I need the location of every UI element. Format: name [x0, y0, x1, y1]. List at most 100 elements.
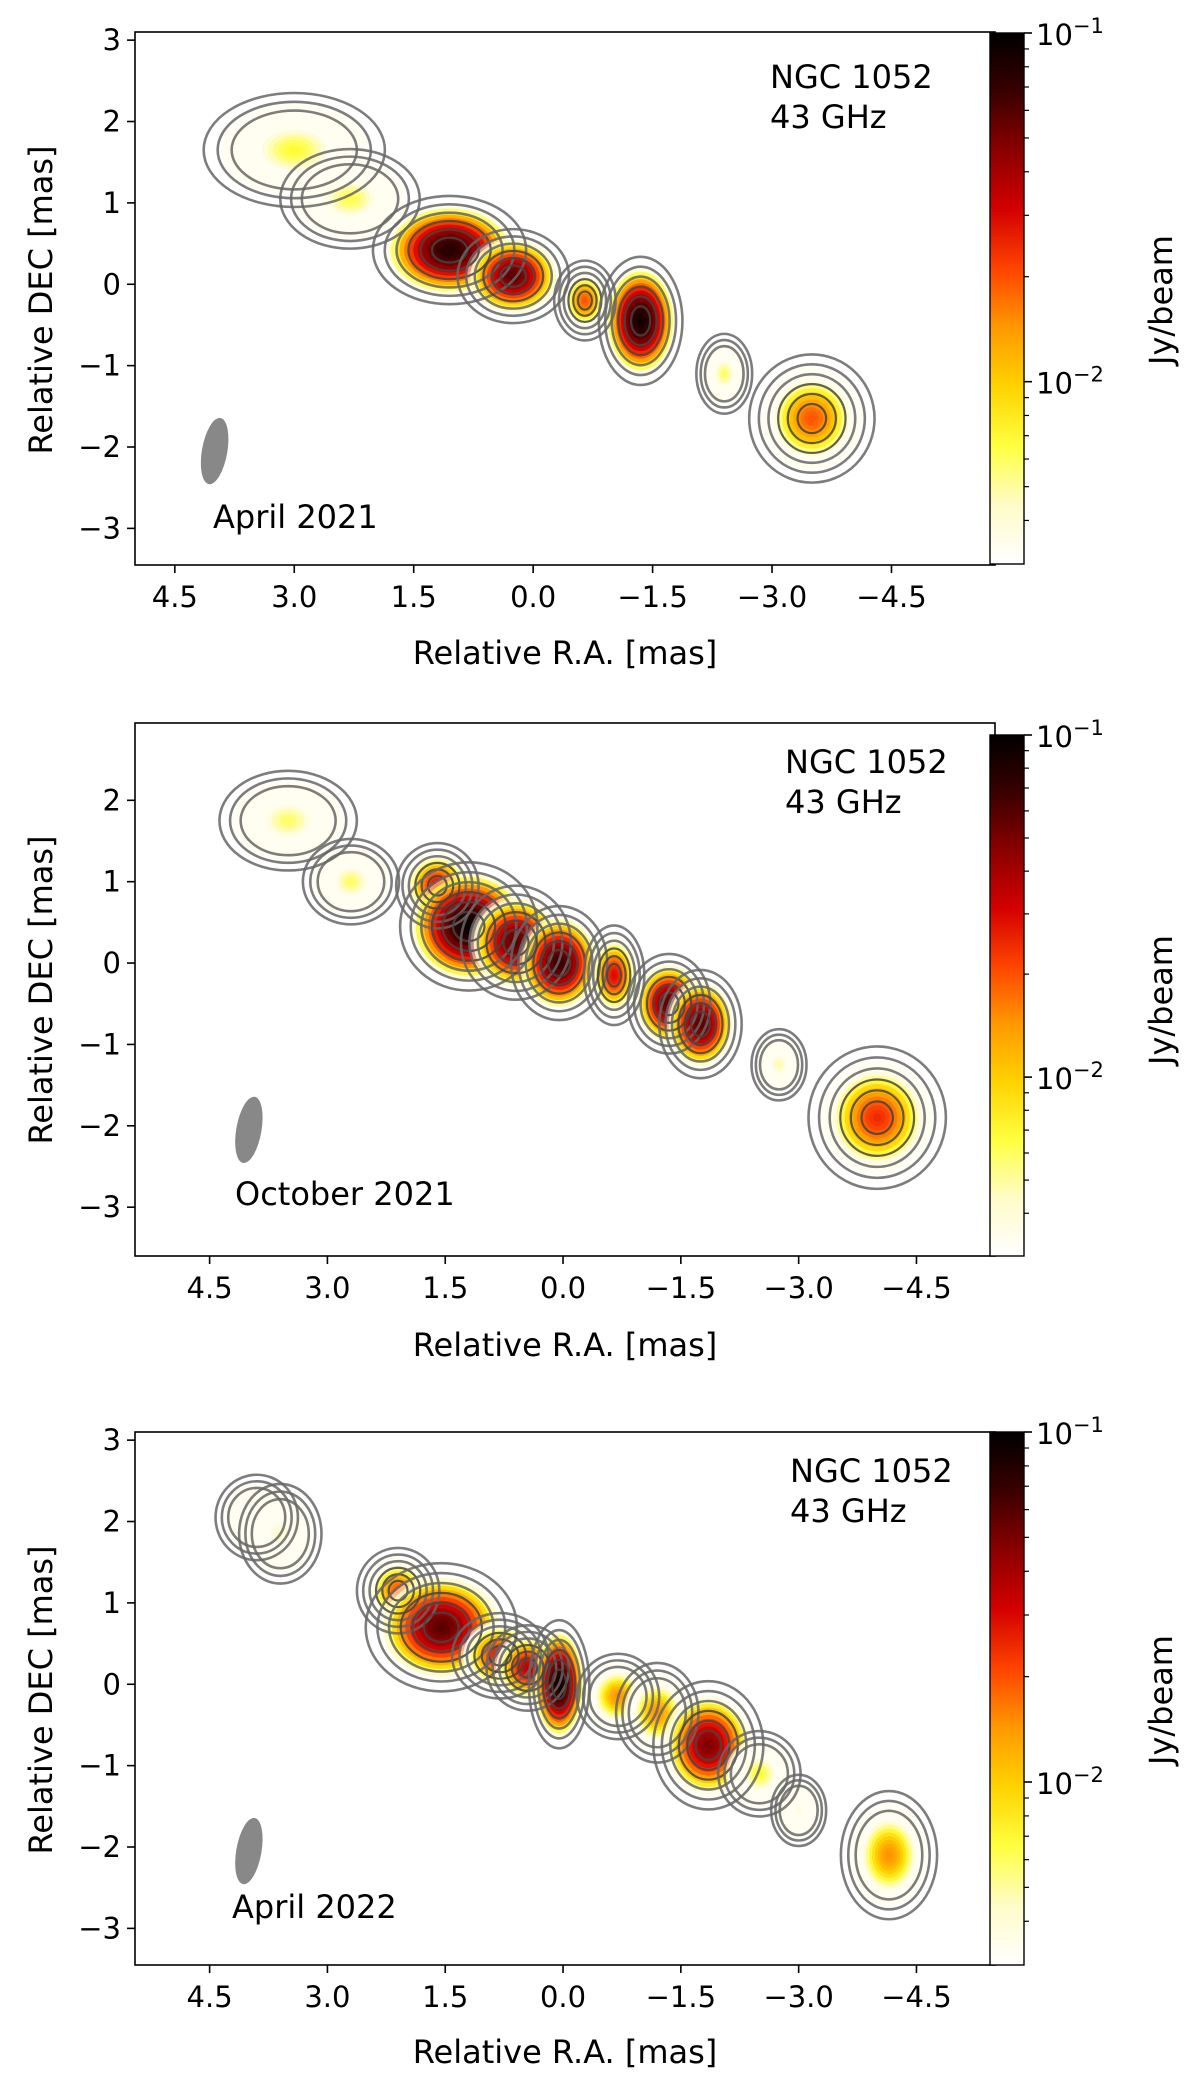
contour-line	[677, 993, 724, 1055]
x-axis-label-1: Relative R.A. [mas]	[413, 634, 718, 672]
contour-line	[839, 1078, 916, 1157]
colorbar-tick-exponent: −2	[1073, 1763, 1104, 1787]
contour-line	[409, 870, 529, 982]
contour-line	[371, 194, 528, 306]
component-3-12	[775, 1780, 822, 1840]
component-layer	[705, 1741, 712, 1750]
contours-2-10	[750, 1027, 808, 1102]
contour-line	[627, 1676, 688, 1749]
colorbar-tick-label: 10−1	[1036, 1413, 1104, 1451]
source-label-1: NGC 1052	[770, 58, 933, 96]
contour-line	[623, 295, 658, 347]
x-tick-label: −1.5	[646, 1980, 716, 2014]
colorbar-tick-label: 10−1	[1036, 14, 1104, 52]
contour-line	[493, 919, 539, 966]
contour-line	[499, 264, 528, 288]
contour-line	[796, 402, 828, 435]
colorbar-ticks-2: 10−1 10−2	[1024, 716, 1104, 1214]
contour-line	[237, 1482, 323, 1585]
component-3-13	[849, 1802, 929, 1909]
contour-line	[562, 271, 608, 330]
contour-line	[626, 952, 712, 1055]
contour-line	[758, 1038, 800, 1091]
x-tick-label: −3.0	[737, 580, 807, 614]
contour-line	[610, 275, 671, 367]
contours-2-11	[807, 1045, 948, 1191]
contour-line	[509, 904, 609, 1022]
y-axis-label-3: Relative DEC [mas]	[22, 1545, 60, 1854]
contour-line	[502, 928, 530, 957]
contours-2-1	[218, 769, 359, 872]
colorbar-tick-label: 10−2	[1036, 1058, 1104, 1096]
contours-1-4	[456, 227, 571, 325]
contour-line	[536, 1638, 582, 1730]
image-layer-1	[219, 102, 864, 472]
component-2-11	[820, 1058, 935, 1177]
colorbar-tick-base: 10	[1036, 367, 1073, 401]
contour-layer-2	[218, 769, 948, 1191]
x-tick-label: 1.5	[422, 1271, 468, 1305]
contour-line	[422, 1611, 460, 1643]
component-layer	[722, 371, 726, 377]
component-1-7	[701, 340, 748, 407]
y-tick-label: 1	[103, 865, 121, 899]
y-tick-label: 3	[103, 23, 121, 57]
contour-line	[394, 841, 480, 930]
contours-3-7	[527, 1618, 591, 1750]
contour-line	[300, 163, 400, 235]
contours-3-2	[237, 1482, 323, 1585]
colorbar-2	[989, 734, 1025, 1257]
x-tick-label: 1.5	[422, 1980, 468, 2014]
contour-line	[694, 1729, 723, 1761]
beam-ellipse-3	[235, 1817, 263, 1885]
source-label-2: NGC 1052	[785, 743, 948, 781]
panel-2: 4.5 3.0 1.5 0.0 −1.5 −3.0 −4.5 210−1−2−3 NGC 1…	[22, 716, 1180, 1364]
y-tick-label: 2	[103, 783, 121, 817]
x-tick-label: −1.5	[646, 1271, 716, 1305]
component-3-11	[725, 1738, 794, 1810]
contour-layer-3	[214, 1473, 939, 1921]
y-tick-label: −2	[78, 1109, 121, 1143]
colorbar-label-2: Jy/beam	[1142, 935, 1180, 1067]
x-ticks-3: 4.5 3.0 1.5 0.0 −1.5 −3.0 −4.5	[187, 1965, 952, 2014]
contour-line	[689, 1010, 711, 1038]
contour-line	[316, 850, 386, 913]
contour-line	[395, 211, 504, 289]
contour-line	[497, 1637, 558, 1699]
contour-line	[597, 255, 684, 387]
colorbar-tick-base: 10	[1036, 720, 1073, 754]
y-tick-label: −2	[78, 430, 121, 464]
contour-line	[670, 985, 731, 1063]
contour-line	[557, 265, 613, 336]
y-tick-label: −3	[78, 1911, 121, 1945]
contour-line	[430, 890, 507, 962]
colorbar-tick-exponent: −1	[1073, 716, 1104, 740]
contours-1-6	[597, 255, 684, 387]
frequency-label-3: 43 GHz	[790, 1492, 907, 1530]
contour-line	[774, 1778, 824, 1842]
component-layer	[777, 1062, 781, 1067]
contour-line	[601, 955, 627, 996]
beam-ellipse-2	[235, 1096, 263, 1164]
epoch-label-2: October 2021	[235, 1175, 455, 1213]
component-2-1	[231, 779, 346, 862]
contour-line	[407, 854, 468, 917]
contour-line	[754, 1033, 804, 1097]
contours-3-6	[485, 1623, 571, 1712]
contour-line	[860, 1100, 894, 1136]
component-layer	[638, 317, 644, 325]
contour-line	[849, 1089, 905, 1147]
x-tick-label: 1.5	[391, 580, 437, 614]
contour-line	[490, 257, 536, 296]
contour-line	[629, 305, 652, 337]
contour-line	[355, 1546, 441, 1635]
contour-line	[456, 227, 571, 325]
contour-line	[846, 1799, 931, 1911]
colorbar-tick-label: 10−2	[1036, 1763, 1104, 1801]
contour-line	[572, 284, 598, 317]
y-tick-label: −1	[78, 1749, 121, 1783]
y-axis-label-1: Relative DEC [mas]	[22, 145, 60, 454]
